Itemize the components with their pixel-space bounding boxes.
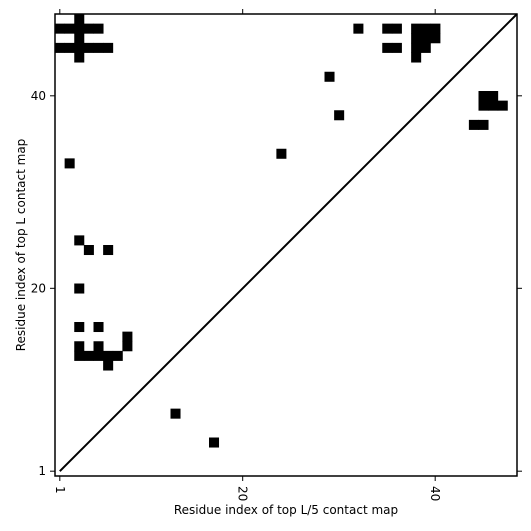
contact-cell [74, 322, 85, 333]
x-axis-label: Residue index of top L/5 contact map [174, 503, 398, 517]
diagonal-line [59, 13, 518, 472]
contact-cell [74, 235, 85, 246]
contact-cell [411, 52, 422, 63]
contact-cell [103, 42, 114, 53]
contact-cell [497, 100, 508, 111]
contact-cell [411, 33, 422, 44]
y-tick-label: 1 [38, 464, 46, 478]
contact-cell [74, 283, 85, 294]
contact-cell [324, 71, 335, 82]
contact-cell [93, 341, 104, 352]
contact-cell [74, 341, 85, 352]
contact-cell [83, 245, 94, 256]
contact-cell [411, 23, 422, 34]
contact-cell [93, 23, 104, 34]
contact-cell [391, 42, 402, 53]
contact-cell [478, 100, 489, 111]
x-tick-label: 1 [53, 486, 67, 494]
contact-cell [64, 42, 75, 53]
contact-cell [74, 23, 85, 34]
contact-cell [430, 23, 441, 34]
contact-cell [74, 33, 85, 44]
contact-cell [74, 14, 85, 25]
contact-cell [488, 91, 499, 102]
contact-cell [122, 341, 133, 352]
contact-cell [334, 110, 345, 121]
cells-layer [55, 14, 508, 448]
contact-cell [93, 42, 104, 53]
y-tick-label: 40 [31, 89, 46, 103]
contact-cell [103, 360, 114, 371]
contact-cell [468, 119, 479, 130]
contact-cell [93, 322, 104, 333]
contact-cell [209, 437, 220, 448]
contact-cell [112, 350, 123, 361]
contact-cell [74, 52, 85, 63]
contact-cell [420, 33, 431, 44]
contact-cell [93, 350, 104, 361]
contact-cell [83, 42, 94, 53]
y-axis-label: Residue index of top L contact map [14, 139, 28, 352]
contact-cell [276, 148, 287, 159]
y-tick-label: 20 [31, 281, 46, 295]
x-tick-label: 40 [428, 486, 442, 501]
x-tick-label: 20 [236, 486, 250, 501]
contact-cell [103, 245, 114, 256]
contact-cell [382, 42, 393, 53]
contact-cell [430, 33, 441, 44]
contact-cell [74, 42, 85, 53]
contact-cell [382, 23, 393, 34]
contact-cell [64, 158, 75, 169]
contact-cell [411, 42, 422, 53]
contact-cell [83, 23, 94, 34]
contact-cell [478, 119, 489, 130]
contact-cell [74, 350, 85, 361]
contact-cell [55, 42, 66, 53]
contact-cell [55, 23, 66, 34]
contact-cell [122, 331, 133, 342]
contact-cell [478, 91, 489, 102]
contact-cell [83, 350, 94, 361]
contact-cell [103, 350, 114, 361]
contact-cell [420, 42, 431, 53]
contact-cell [170, 408, 181, 419]
plot-frame [54, 13, 518, 477]
contact-cell [420, 23, 431, 34]
ticks-layer: 1 20 40 1 20 40 [31, 9, 522, 501]
contact-cell [391, 23, 402, 34]
contact-cell [64, 23, 75, 34]
contact-cell [488, 100, 499, 111]
contact-cell [353, 23, 364, 34]
